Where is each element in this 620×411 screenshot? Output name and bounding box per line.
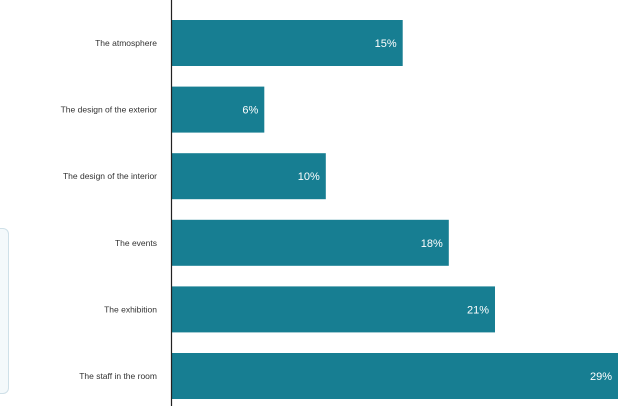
bar-value-label-0: 15% [375, 38, 397, 50]
bar-value-label-5: 29% [590, 371, 612, 383]
bars-layer: 15% 6% 10% 18% 21% 29% [172, 20, 618, 399]
bar-value-label-4: 21% [467, 304, 489, 316]
side-panel-edge [0, 228, 9, 394]
category-label-0: The atmosphere [95, 38, 157, 48]
bar-value-label-3: 18% [421, 238, 443, 250]
category-label-5: The staff in the room [79, 371, 157, 381]
bar-5 [172, 353, 618, 399]
category-label-4: The exhibition [104, 304, 157, 314]
bar-value-label-2: 10% [298, 171, 320, 183]
category-label-3: The events [115, 238, 157, 248]
bar-0 [172, 20, 403, 66]
bar-3 [172, 219, 449, 266]
category-label-2: The design of the interior [63, 171, 157, 181]
category-labels-layer: The atmosphere The design of the exterior… [61, 38, 158, 381]
bar-1 [172, 86, 265, 133]
category-label-1: The design of the exterior [61, 105, 158, 115]
bar-value-label-1: 6% [242, 105, 258, 117]
bar-2 [172, 153, 326, 200]
bar-4 [172, 286, 495, 333]
